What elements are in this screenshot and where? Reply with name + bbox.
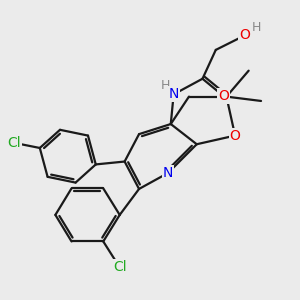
Text: Cl: Cl (113, 260, 127, 274)
Text: N: N (169, 87, 179, 101)
Text: O: O (230, 129, 241, 142)
Text: O: O (239, 28, 250, 43)
Text: O: O (218, 89, 229, 103)
Text: H: H (160, 79, 170, 92)
Text: H: H (252, 21, 261, 34)
Text: Cl: Cl (7, 136, 21, 150)
Text: N: N (163, 166, 173, 180)
